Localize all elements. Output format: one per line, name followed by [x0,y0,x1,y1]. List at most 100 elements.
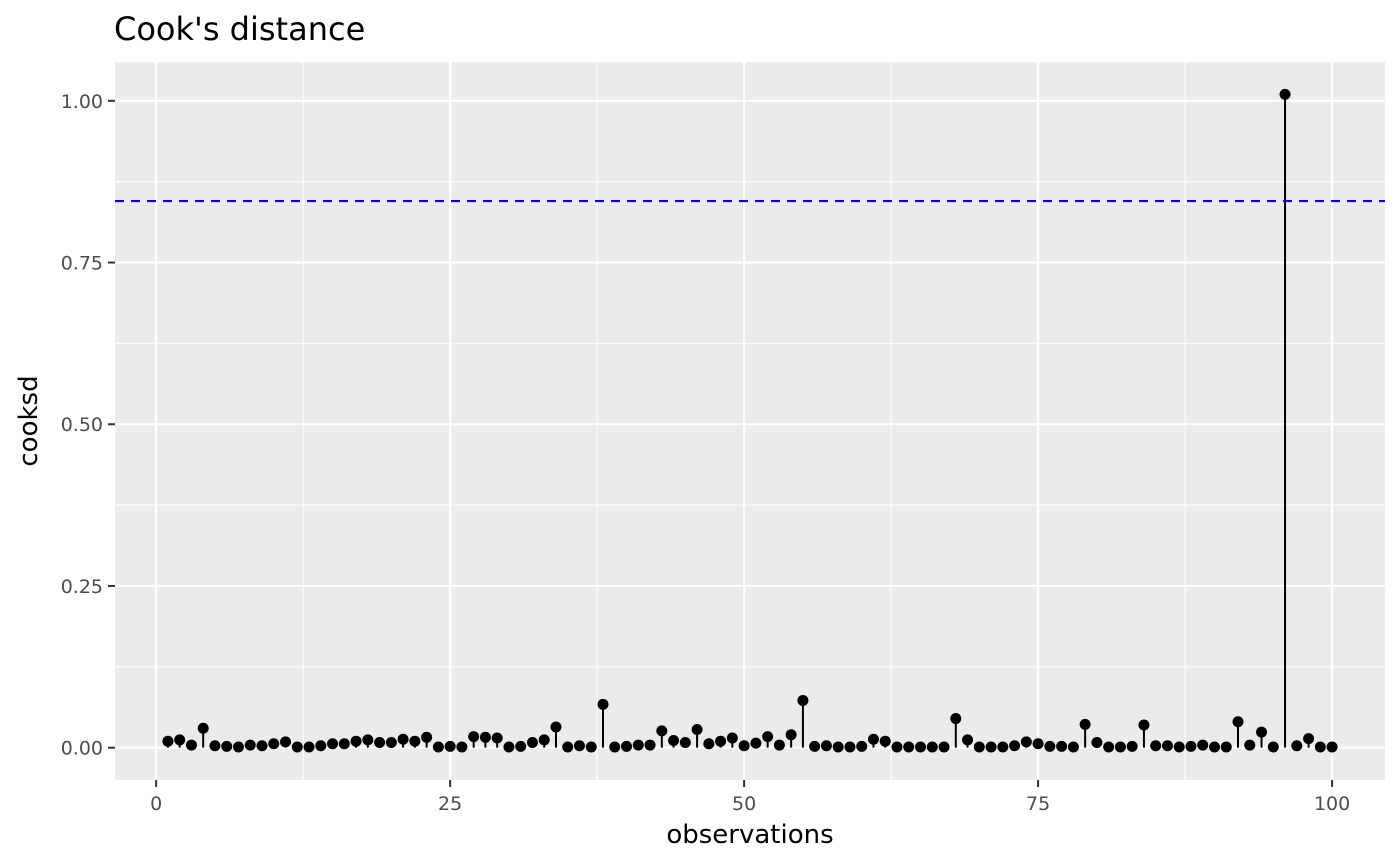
data-point [903,741,915,753]
plot-panel [115,62,1385,780]
data-point [668,735,680,747]
data-point [844,741,856,753]
x-tick-label: 50 [732,793,756,815]
data-point [1232,716,1244,728]
y-tick-label: 0.75 [61,253,103,275]
data-point [656,725,668,737]
x-axis: 0 25 50 75 100 [150,780,1350,815]
x-tick-label: 25 [438,793,462,815]
data-point [1161,740,1173,752]
data-point [526,736,538,748]
data-point [1044,740,1056,752]
y-tick-label: 0.50 [61,414,103,436]
data-point [232,741,244,753]
data-point [221,740,233,752]
data-point [1126,740,1138,752]
data-point [432,741,444,753]
data-point [1091,736,1103,748]
data-point [726,732,738,744]
data-point [938,741,950,753]
data-point [315,740,327,752]
y-axis-title: cooksd [14,375,44,466]
data-point [573,740,585,752]
x-tick-label: 75 [1026,793,1050,815]
data-point [797,694,809,706]
y-tick-label: 0.00 [61,738,103,760]
data-point [350,735,362,747]
data-point [1032,738,1044,750]
data-point [162,735,174,747]
data-point [244,739,256,751]
data-point [1079,718,1091,730]
data-point [738,740,750,752]
data-point [1267,741,1279,753]
data-point [268,738,280,750]
data-point [397,733,409,745]
data-point [773,739,785,751]
data-point [503,741,515,753]
data-point [762,731,774,743]
data-point [609,741,621,753]
data-point [926,741,938,753]
data-point [385,736,397,748]
data-point [1009,740,1021,752]
data-point [1103,741,1115,753]
data-point [538,734,550,746]
data-point [750,737,762,749]
data-point [1173,741,1185,753]
data-point [409,735,421,747]
data-point [515,740,527,752]
data-point [185,739,197,751]
data-point [1279,88,1291,100]
data-point [209,740,221,752]
data-point [1185,740,1197,752]
data-point [1056,740,1068,752]
data-point [562,741,574,753]
data-point [256,740,268,752]
data-point [362,734,374,746]
data-point [1220,741,1232,753]
data-point [303,741,315,753]
x-tick-label: 0 [150,793,162,815]
data-point [891,741,903,753]
data-point [832,741,844,753]
x-tick-label: 100 [1314,793,1350,815]
data-point [715,735,727,747]
data-point [1197,739,1209,751]
data-point [456,741,468,753]
data-point [174,734,186,746]
y-axis: 0.00 0.25 0.50 0.75 1.00 [61,91,115,760]
data-point [1114,741,1126,753]
data-point [1138,719,1150,731]
data-point [550,721,562,733]
data-point [915,741,927,753]
data-point [1291,740,1303,752]
data-point [1244,739,1256,751]
data-point [644,739,656,751]
y-tick-label: 1.00 [61,91,103,113]
chart-title: Cook's distance [114,10,365,48]
data-point [621,740,633,752]
data-point [1256,726,1268,738]
data-point [985,741,997,753]
points [162,88,1338,753]
data-point [444,740,456,752]
data-point [973,741,985,753]
data-point [703,738,715,750]
major-gridlines [115,62,1385,780]
data-point [338,738,350,750]
data-point [820,740,832,752]
data-point [597,698,609,710]
data-point [197,722,209,734]
data-point [879,735,891,747]
data-point [1020,736,1032,748]
data-point [280,736,292,748]
minor-gridlines [115,62,1385,780]
data-point [491,732,503,744]
data-point [291,741,303,753]
data-point [1326,741,1338,753]
data-point [950,713,962,725]
data-point [585,741,597,753]
data-point [1208,741,1220,753]
